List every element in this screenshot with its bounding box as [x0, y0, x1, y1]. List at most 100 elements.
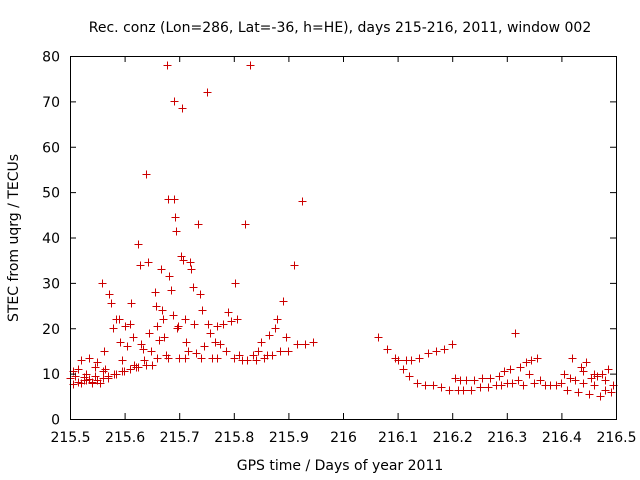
data-point [174, 322, 183, 331]
data-point [476, 383, 485, 392]
data-point [136, 261, 145, 270]
data-point [560, 370, 569, 379]
data-point [467, 386, 476, 395]
data-point [374, 333, 383, 342]
data-point [163, 61, 172, 70]
x-axis-label: GPS time / Days of year 2011 [237, 458, 444, 474]
data-point [437, 383, 446, 392]
data-point [484, 383, 493, 392]
data-point [557, 379, 566, 388]
data-point [186, 258, 195, 267]
data-point [82, 376, 91, 385]
data-point [459, 386, 468, 395]
data-point [533, 354, 542, 363]
data-point [298, 197, 307, 206]
data-point [563, 386, 572, 395]
data-point [448, 340, 457, 349]
data-point [157, 265, 166, 274]
x-tick-label: 215.8 [214, 430, 254, 446]
data-point [227, 317, 236, 326]
data-point [213, 354, 222, 363]
y-tick-label: 20 [42, 322, 60, 338]
data-point [88, 378, 97, 387]
data-point [451, 374, 460, 383]
data-point [182, 338, 191, 347]
data-point [596, 392, 605, 401]
data-point [165, 272, 174, 281]
data-point [383, 345, 392, 354]
data-point [74, 365, 83, 374]
data-point [394, 356, 403, 365]
data-point [231, 279, 240, 288]
data-point [187, 265, 196, 274]
data-point [194, 220, 203, 229]
data-point [440, 345, 449, 354]
data-point [590, 381, 599, 390]
data-point [585, 390, 594, 399]
data-point [109, 324, 118, 333]
data-point [118, 367, 127, 376]
data-point [519, 381, 528, 390]
data-point [147, 347, 156, 356]
data-point [424, 349, 433, 358]
data-point [590, 370, 599, 379]
data-point [93, 358, 102, 367]
data-point [173, 324, 182, 333]
data-point [145, 329, 154, 338]
data-point [522, 358, 531, 367]
data-point [177, 252, 186, 261]
data-point [101, 365, 110, 374]
data-point [500, 367, 509, 376]
data-point [178, 104, 187, 113]
data-point [159, 315, 168, 324]
y-tick-label: 0 [51, 413, 60, 429]
data-point [172, 227, 181, 236]
data-point [432, 347, 441, 356]
data-point [126, 365, 135, 374]
data-point [282, 333, 291, 342]
data-point [142, 361, 151, 370]
data-point [399, 365, 408, 374]
data-point [516, 363, 525, 372]
y-axis: 0 10 20 30 40 50 60 70 80 [42, 50, 616, 429]
data-point [582, 358, 591, 367]
data-point [121, 322, 130, 331]
data-point [167, 286, 176, 295]
data-point [273, 315, 282, 324]
data-point [511, 329, 520, 338]
data-point [514, 376, 523, 385]
data-point [204, 320, 213, 329]
y-tick-label: 60 [42, 140, 60, 156]
data-point [142, 170, 151, 179]
data-point [137, 340, 146, 349]
data-point [115, 315, 124, 324]
data-point [536, 376, 545, 385]
chart-title: Rec. conz (Lon=286, Lat=-36, h=HE), days… [89, 20, 591, 36]
data-point [179, 256, 188, 265]
data-point [100, 347, 109, 356]
data-point [284, 347, 293, 356]
data-point [91, 372, 100, 381]
data-point [233, 315, 242, 324]
data-point [249, 351, 258, 360]
data-point [415, 354, 424, 363]
data-point [170, 195, 179, 204]
data-point [170, 97, 179, 106]
data-point [301, 340, 310, 349]
data-point [601, 386, 610, 395]
data-point [495, 372, 504, 381]
data-point [290, 261, 299, 270]
data-point [224, 308, 233, 317]
data-point [230, 354, 239, 363]
data-point [601, 376, 610, 385]
data-point [571, 376, 580, 385]
data-point [271, 324, 280, 333]
data-point [598, 370, 607, 379]
data-point [184, 347, 193, 356]
y-tick-label: 40 [42, 231, 60, 247]
data-point [530, 379, 539, 388]
data-point [568, 354, 577, 363]
data-point [203, 88, 212, 97]
data-point [140, 356, 149, 365]
